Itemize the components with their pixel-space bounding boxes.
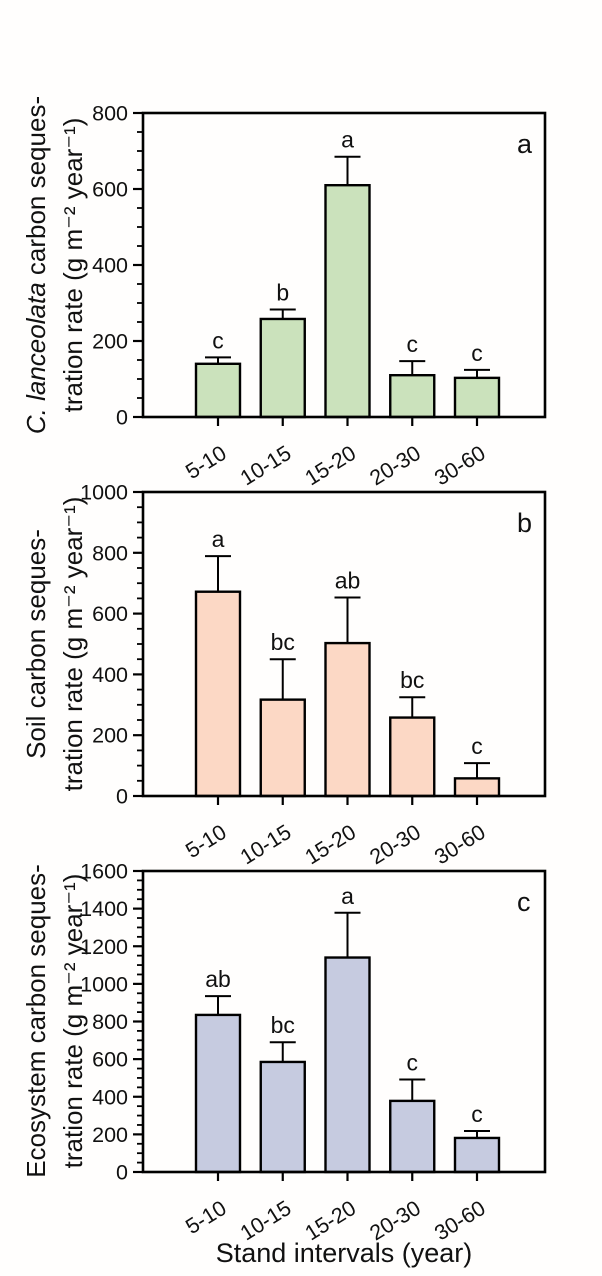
- panel-c: ab5-10bc10-15a15-20c20-30c30-60020040060…: [80, 860, 547, 1245]
- significance-letter: bc: [400, 667, 424, 693]
- panel-letter: b: [517, 508, 532, 538]
- axes-frame: [141, 111, 547, 419]
- y-tick-label: 600: [92, 178, 128, 202]
- y-tick-label: 1600: [80, 860, 128, 884]
- panel-letter: a: [517, 129, 533, 159]
- y-tick-label: 400: [92, 1085, 128, 1109]
- y-axis-label-line1: Ecosystem carbon seques-: [21, 864, 51, 1178]
- y-axis-label-line1: Soil carbon seques-: [21, 529, 51, 759]
- bar: [389, 1099, 436, 1174]
- bar: [324, 183, 371, 419]
- y-axis-label-line2: tration rate (g m⁻² year⁻¹): [58, 496, 88, 792]
- significance-letter: b: [276, 279, 289, 305]
- significance-letter: c: [212, 327, 224, 353]
- significance-letter: a: [212, 526, 225, 552]
- y-tick-label: 600: [92, 1048, 128, 1072]
- significance-letter: ab: [335, 567, 361, 593]
- x-axis-title: Stand intervals (year): [215, 1238, 473, 1268]
- x-tick-label: 15-20: [301, 441, 360, 491]
- y-axis-label-panel-b: Soil carbon seques- tration rate (g m⁻² …: [18, 429, 92, 859]
- y-axis-label-panel-a: C. lanceolata carbon seques- tration rat…: [18, 50, 92, 480]
- bar: [324, 956, 371, 1174]
- x-tick-label: 20-30: [366, 441, 425, 491]
- y-tick-label: 1000: [80, 481, 128, 505]
- significance-letter: c: [407, 1049, 419, 1075]
- y-tick-label: 400: [92, 254, 128, 278]
- axes-frame: [141, 869, 547, 1174]
- y-tick-label: 800: [92, 1010, 128, 1034]
- y-axis-label-line1: C. lanceolata carbon seques-: [18, 50, 55, 480]
- significance-letter: c: [471, 1101, 483, 1127]
- significance-letter: a: [341, 883, 354, 909]
- bar: [453, 1136, 501, 1174]
- y-tick-label: 200: [92, 330, 128, 354]
- y-tick-label: 200: [92, 724, 128, 748]
- bar: [194, 1013, 242, 1174]
- bar: [453, 376, 501, 419]
- y-tick-label: 600: [92, 602, 128, 626]
- y-tick-label: 800: [92, 102, 128, 126]
- x-tick-label: 5-10: [181, 820, 230, 863]
- bar: [259, 317, 306, 419]
- x-tick-label: 30-60: [430, 820, 489, 870]
- bar: [194, 362, 242, 419]
- axes-frame: [141, 490, 547, 798]
- bar: [259, 698, 306, 798]
- bar: [259, 1060, 306, 1174]
- panel-a: c 5-10 b 10-15 a 15-20 c 20-30 c 30-60 0 200 400 600 8…: [92, 102, 547, 491]
- panel-letter: c: [517, 887, 531, 917]
- y-tick-label: 400: [92, 663, 128, 687]
- bar: [324, 641, 371, 798]
- y-axis-label-line2: tration rate (g m⁻² year⁻¹): [58, 873, 88, 1169]
- bar: [389, 374, 436, 419]
- y-tick-label: 1400: [80, 897, 128, 921]
- species-name-italic: C. lanceolata: [21, 282, 51, 435]
- bar: [389, 716, 436, 798]
- x-tick-label: 30-60: [430, 441, 489, 491]
- y-tick-label: 0: [116, 406, 128, 430]
- significance-letter: bc: [271, 1012, 295, 1038]
- significance-letter: c: [471, 340, 483, 366]
- x-tick-label: 5-10: [181, 441, 230, 484]
- significance-letter: c: [407, 331, 419, 357]
- panel-b: a 5-10 bc 10-15 ab 15-20 bc 20-30 c 30-60 0 200 400 6…: [80, 481, 547, 870]
- significance-letter: ab: [205, 966, 231, 992]
- x-tick-label: 5-10: [181, 1196, 230, 1239]
- y-tick-label: 0: [116, 785, 128, 809]
- y-tick-label: 200: [92, 1123, 128, 1147]
- significance-letter: a: [341, 127, 354, 153]
- y-tick-label: 800: [92, 541, 128, 565]
- x-tick-label: 10-15: [236, 441, 295, 491]
- y-tick-label: 0: [116, 1161, 128, 1185]
- significance-letter: bc: [271, 629, 295, 655]
- x-tick-label: 15-20: [301, 820, 360, 870]
- significance-letter: c: [471, 733, 483, 759]
- y-axis-label-panel-c: Ecosystem carbon seques- tration rate (g…: [18, 806, 92, 1236]
- x-tick-label: 10-15: [236, 820, 295, 870]
- y-axis-label-line2: tration rate (g m⁻² year⁻¹): [58, 117, 88, 413]
- bar: [453, 777, 501, 798]
- y-axis-label-text: carbon seques-: [21, 95, 51, 283]
- bar: [194, 590, 242, 798]
- x-tick-label: 20-30: [366, 820, 425, 870]
- y-tick-label: 1200: [80, 935, 128, 959]
- y-tick-label: 1000: [80, 972, 128, 996]
